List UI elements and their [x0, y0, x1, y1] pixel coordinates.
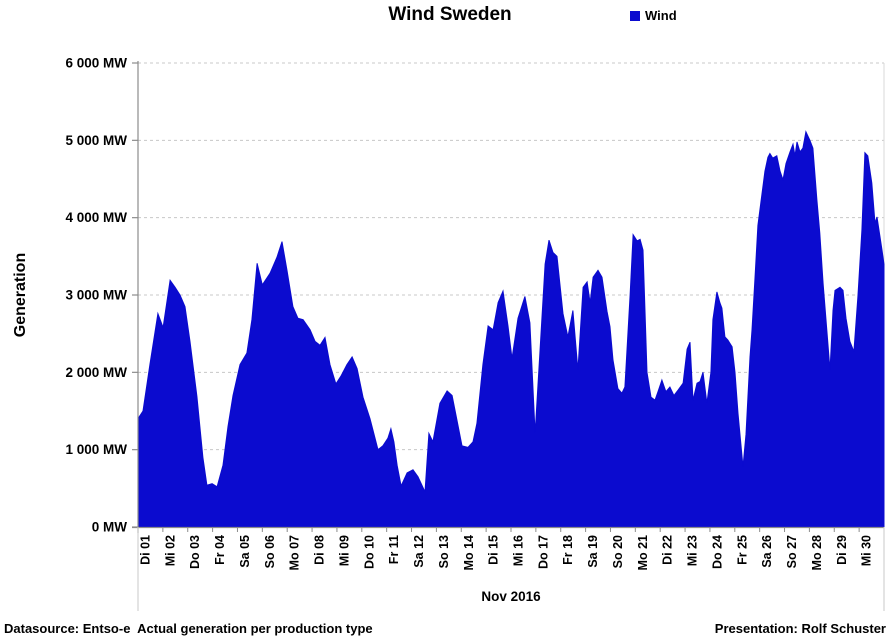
- x-tick-label: Mi 23: [686, 535, 700, 566]
- x-tick-label: So 27: [785, 535, 799, 568]
- y-tick-label: 6 000 MW: [65, 56, 127, 71]
- y-tick-label: 3 000 MW: [65, 288, 127, 303]
- y-tick-label: 0 MW: [92, 520, 128, 535]
- x-tick-label: Di 08: [313, 535, 327, 565]
- x-tick-label: Sa 12: [412, 535, 426, 568]
- x-tick-label: Do 03: [188, 535, 202, 569]
- x-tick-label: Mo 07: [288, 535, 302, 570]
- y-tick-label: 1 000 MW: [65, 442, 127, 457]
- x-tick-label: Fr 18: [561, 535, 575, 565]
- wind-generation-area-chart: 0 MW 1 000 MW 2 000 MW 3 000 MW 4 000 MW 5 00…: [65, 56, 885, 611]
- x-tick-label: Di 01: [139, 535, 153, 565]
- x-tick-label: Fr 11: [387, 535, 401, 564]
- x-tick-label: Mo 28: [810, 535, 824, 570]
- x-axis-title: Nov 2016: [481, 589, 541, 604]
- y-tick-label: 4 000 MW: [65, 210, 127, 225]
- x-tick-label: Mo 14: [462, 535, 476, 570]
- x-tick-label: Di 22: [661, 535, 675, 565]
- x-tick-label: Mo 21: [636, 535, 650, 570]
- x-tick-label: Mi 30: [860, 535, 874, 566]
- y-tick-label: 5 000 MW: [65, 133, 127, 148]
- x-tick-label: Do 17: [536, 535, 550, 569]
- legend: Wind: [630, 8, 677, 23]
- x-tick-label: Do 24: [710, 535, 724, 569]
- datasource-note: Datasource: Entso-e Actual generation pe…: [4, 621, 373, 636]
- x-tick-label: Di 29: [835, 535, 849, 565]
- x-tick-label: So 20: [611, 535, 625, 568]
- y-tick-label: 2 000 MW: [65, 365, 127, 380]
- x-tick-label: Mi 09: [337, 535, 351, 566]
- x-tick-label: Di 15: [487, 535, 501, 565]
- x-tick-label: Sa 05: [238, 535, 252, 568]
- chart-title: Wind Sweden: [388, 4, 512, 25]
- x-tick-label: Do 10: [362, 535, 376, 569]
- x-tick-label: Sa 26: [760, 535, 774, 568]
- wind-series-swatch-icon: [630, 10, 640, 21]
- legend-label: Wind: [645, 8, 677, 23]
- wind-area-series: [137, 130, 885, 528]
- x-tick-label: Mi 02: [163, 535, 177, 566]
- presentation-note: Presentation: Rolf Schuster: [714, 621, 886, 636]
- x-tick-label: Sa 19: [586, 535, 600, 568]
- x-tick-label: So 06: [263, 535, 277, 568]
- x-tick-label: Mi 16: [512, 535, 526, 566]
- x-tick-label: So 13: [437, 535, 451, 568]
- x-tick-label: Fr 25: [735, 535, 749, 565]
- x-tick-label: Fr 04: [213, 535, 227, 565]
